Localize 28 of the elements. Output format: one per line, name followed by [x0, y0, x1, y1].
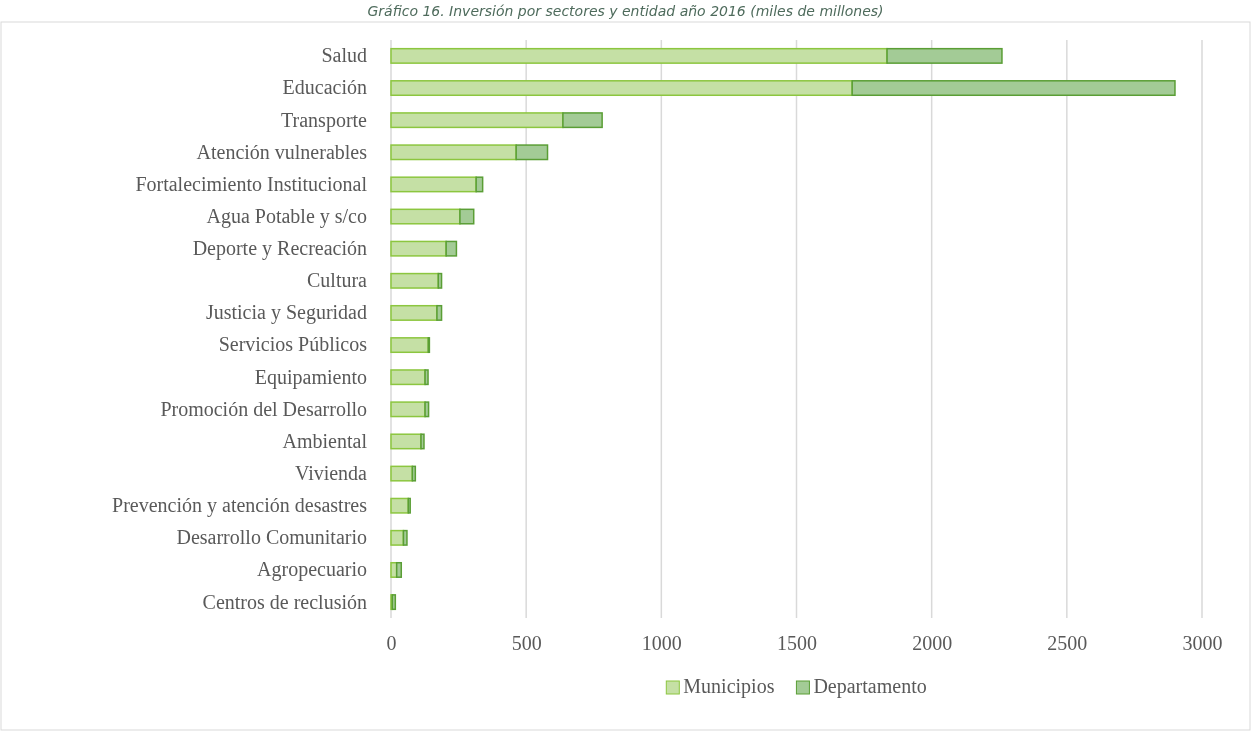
x-tick-label: 0	[386, 632, 397, 655]
y-tick-label: Servicios Públicos	[218, 333, 368, 356]
chart-title: Gráfico 16. Inversión por sectores y entidad año 2016 (miles de millones)	[367, 3, 884, 19]
legend-label: Departamento	[813, 675, 927, 698]
y-tick-label: Justicia y Seguridad	[205, 301, 367, 325]
y-tick-label: Agropecuario	[257, 558, 367, 582]
y-tick-label: Educación	[282, 76, 367, 99]
x-tick-label: 1000	[641, 632, 682, 655]
y-tick-label: Transporte	[281, 108, 368, 132]
y-tick-label: Atención vulnerables	[196, 140, 368, 163]
x-tick-label: 1500	[777, 632, 817, 655]
legend-label: Municipios	[683, 675, 775, 698]
y-tick-label: Desarrollo Comunitario	[176, 526, 367, 549]
x-tick-label: 2000	[912, 632, 953, 655]
y-tick-label: Centros de reclusión	[202, 590, 367, 613]
y-tick-label: Equipamiento	[254, 365, 367, 389]
y-tick-label: Salud	[321, 44, 367, 67]
y-tick-label: Cultura	[307, 269, 368, 292]
x-tick-label: 2500	[1047, 632, 1088, 655]
y-tick-label: Prevención y atención desastres	[112, 494, 368, 518]
y-tick-label: Agua Potable y s/co	[206, 204, 367, 228]
y-tick-label: Vivienda	[294, 461, 368, 484]
y-tick-label: Fortalecimiento Institucional	[135, 172, 368, 195]
y-tick-label: Promoción del Desarrollo	[160, 397, 367, 420]
y-tick-label: Deporte y Recreación	[192, 237, 367, 261]
x-tick-label: 3000	[1182, 632, 1223, 655]
x-tick-label: 500	[511, 632, 542, 655]
y-tick-label: Ambiental	[282, 429, 368, 452]
